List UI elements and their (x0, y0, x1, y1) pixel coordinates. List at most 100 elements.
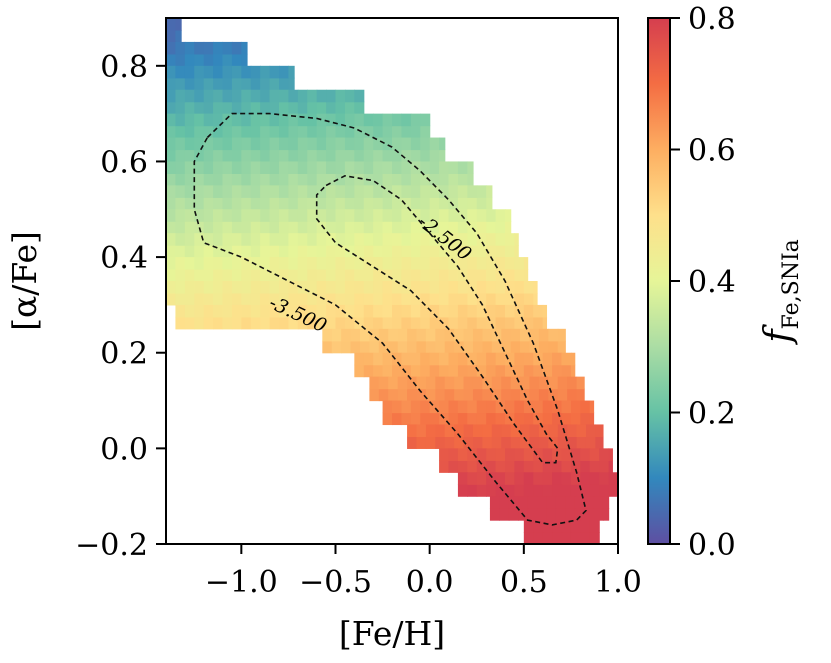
heatmap-cell (510, 328, 521, 342)
heatmap-cell (401, 221, 412, 234)
heatmap-cell (429, 292, 440, 306)
y-tick-label: −0.2 (75, 528, 148, 563)
heatmap-cell (222, 197, 233, 210)
heatmap-cell (382, 197, 393, 210)
heatmap-cell (448, 304, 459, 318)
heatmap-cell (472, 436, 483, 449)
heatmap-cell (184, 269, 195, 282)
heatmap-cell (608, 484, 619, 497)
heatmap-cell (335, 113, 346, 127)
heatmap-cell (505, 460, 516, 473)
heatmap-cell (505, 400, 516, 414)
heatmap-cell (326, 257, 337, 270)
x-tick-label: 0.0 (406, 565, 454, 600)
heatmap-cell (335, 185, 346, 198)
heatmap-cell (439, 400, 450, 414)
heatmap-cell (457, 281, 468, 294)
heatmap-cell (279, 281, 290, 294)
heatmap-cell (505, 209, 512, 222)
heatmap-cell (373, 197, 384, 210)
heatmap-cell (392, 173, 403, 186)
heatmap-cell (175, 292, 186, 306)
y-axis: −0.2 0.0 0.2 0.4 0.6 0.8 (75, 50, 166, 563)
heatmap-cell (457, 245, 468, 258)
heatmap-cell (382, 149, 393, 163)
heatmap-cell (326, 304, 337, 318)
heatmap-cell (392, 316, 403, 330)
heatmap-cell (363, 292, 374, 306)
heatmap-cell (288, 161, 299, 174)
heatmap-cell (184, 53, 195, 67)
heatmap-cell (363, 209, 374, 222)
heatmap-cell (523, 472, 534, 485)
heatmap-cell (514, 472, 525, 485)
heatmap-cell (565, 508, 576, 521)
heatmap-cell (166, 233, 177, 246)
heatmap-cell (194, 77, 205, 91)
heatmap-cell (420, 173, 431, 186)
heatmap-cell (420, 113, 431, 127)
heatmap-cell (429, 304, 440, 318)
heatmap-cell (166, 125, 177, 139)
heatmap-cell (448, 197, 459, 210)
heatmap-cell (288, 101, 299, 115)
heatmap-cell (420, 209, 431, 222)
heatmap-cell (373, 292, 384, 306)
heatmap-cell (439, 460, 450, 473)
heatmap-cell (552, 532, 563, 545)
heatmap-cell (593, 508, 604, 521)
heatmap-cell (576, 388, 585, 402)
heatmap-cell (444, 424, 455, 437)
heatmap-cell (546, 508, 557, 521)
heatmap-cell (439, 137, 446, 151)
heatmap-cell (533, 400, 544, 414)
heatmap-cell (250, 173, 261, 186)
heatmap-cell (231, 292, 242, 306)
heatmap-cell (476, 484, 487, 497)
heatmap-cell (344, 269, 355, 282)
heatmap-cell (279, 113, 290, 127)
heatmap-cell (260, 304, 271, 318)
heatmap-cell (467, 173, 474, 186)
heatmap-cell (203, 53, 214, 67)
heatmap-cell (213, 269, 224, 282)
heatmap-cell (213, 101, 224, 115)
heatmap-cell (335, 101, 346, 115)
heatmap-cell (514, 364, 525, 378)
heatmap-cell (369, 340, 380, 354)
heatmap-cell (523, 304, 534, 318)
heatmap-cell (476, 197, 487, 210)
heatmap-cell (420, 316, 431, 330)
heatmap-cell (288, 125, 299, 139)
heatmap-cell (203, 149, 214, 163)
heatmap-cell (491, 388, 502, 402)
heatmap-cell (495, 209, 506, 222)
heatmap-cell (457, 173, 468, 186)
heatmap-cell (444, 340, 455, 354)
heatmap-cell (297, 89, 308, 103)
heatmap-cell (589, 448, 600, 461)
heatmap-cell (231, 173, 242, 186)
heatmap-cell (523, 352, 534, 366)
heatmap-cell (570, 448, 581, 461)
heatmap-cell (410, 221, 421, 234)
heatmap-cell (538, 328, 549, 342)
heatmap-cell (410, 125, 421, 139)
heatmap-cell (392, 364, 403, 378)
heatmap-cell (307, 304, 318, 318)
heatmap-cell (269, 316, 280, 330)
heatmap-cell (222, 269, 233, 282)
heatmap-cell (454, 388, 465, 402)
heatmap-cell (388, 340, 399, 354)
heatmap-cell (397, 376, 408, 390)
heatmap-cell (505, 484, 516, 497)
heatmap-cell (260, 209, 271, 222)
heatmap-cell (589, 472, 600, 485)
heatmap-cell (260, 197, 271, 210)
heatmap-cell (444, 376, 455, 390)
heatmap-cell (472, 340, 483, 354)
heatmap-cell (175, 18, 182, 31)
heatmap-cell (166, 53, 177, 67)
heatmap-cell (472, 376, 483, 390)
heatmap-cell (344, 304, 355, 318)
